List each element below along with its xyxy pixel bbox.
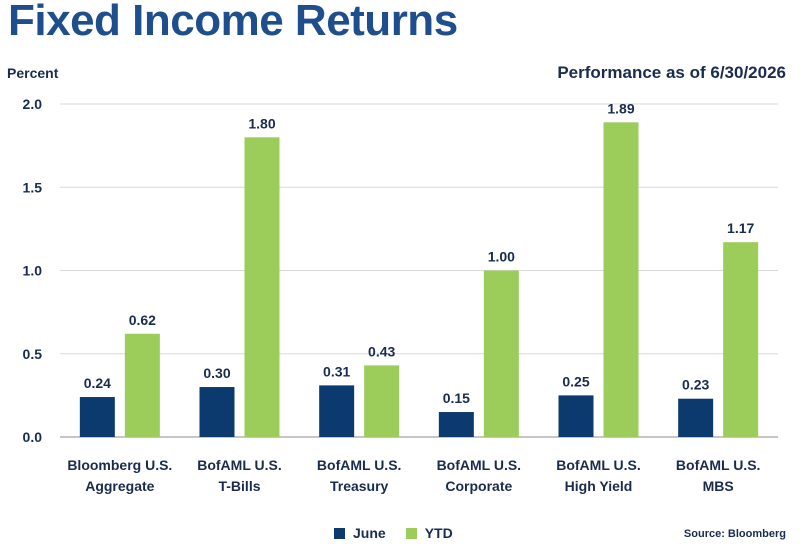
x-category-label: MBS [703, 478, 734, 494]
data-label: 1.17 [727, 220, 754, 236]
bar-june [438, 412, 474, 437]
source-note: Source: Bloomberg [683, 528, 786, 540]
legend: June YTD [334, 525, 453, 541]
data-label: 1.80 [248, 115, 275, 131]
x-category-label: Bloomberg U.S. [67, 457, 172, 473]
bar-ytd [723, 242, 759, 437]
y-axis-ticks: 0.0 0.5 1.0 1.5 2.0 [23, 96, 43, 445]
bar-june [319, 385, 355, 437]
legend-item-june: June [334, 525, 386, 541]
y-tick-label: 2.0 [23, 96, 43, 112]
bar-ytd [244, 137, 280, 438]
gridlines [60, 103, 778, 438]
y-tick-label: 0.0 [23, 429, 43, 445]
x-axis-categories: Bloomberg U.S. Aggregate BofAML U.S. T-Bill… [67, 457, 760, 494]
data-label: 0.43 [368, 343, 395, 359]
x-category-label: Aggregate [85, 478, 154, 494]
y-tick-label: 0.5 [23, 346, 43, 362]
x-category-label: BofAML U.S. [676, 457, 761, 473]
legend-swatch-june [334, 527, 345, 539]
data-label: 0.15 [443, 390, 470, 406]
bar-june [79, 397, 115, 437]
data-label: 0.31 [323, 363, 350, 379]
x-category-label: Treasury [330, 478, 389, 494]
x-category-label: T-Bills [218, 478, 260, 494]
x-category-label: BofAML U.S. [437, 457, 522, 473]
bar-june [199, 387, 235, 437]
legend-label-june: June [353, 525, 386, 541]
data-label: 1.89 [607, 100, 634, 116]
bar-ytd [483, 270, 519, 437]
legend-swatch-ytd [405, 527, 417, 539]
data-label: 0.24 [84, 375, 111, 391]
x-category-label: BofAML U.S. [317, 457, 402, 473]
y-axis-label: Percent [7, 65, 59, 81]
data-label: 0.25 [562, 373, 589, 389]
bars [79, 122, 759, 438]
data-label: 0.30 [203, 365, 230, 381]
data-label: 0.23 [682, 377, 709, 393]
bar-ytd [124, 333, 160, 437]
y-tick-label: 1.0 [23, 263, 43, 279]
chart-title: Fixed Income Returns [8, 0, 458, 45]
y-tick-label: 1.5 [23, 179, 43, 195]
x-category-label: Corporate [445, 478, 512, 494]
x-category-label: BofAML U.S. [556, 457, 641, 473]
bar-june [678, 398, 714, 437]
bar-june [558, 395, 594, 437]
data-label: 0.62 [129, 312, 156, 328]
x-category-label: High Yield [565, 478, 633, 494]
legend-item-ytd: YTD [405, 525, 453, 541]
chart-subtitle: Performance as of 6/30/2026 [557, 63, 786, 82]
bar-ytd [364, 365, 400, 437]
data-label: 1.00 [488, 249, 515, 265]
x-category-label: BofAML U.S. [197, 457, 282, 473]
legend-label-ytd: YTD [424, 525, 453, 541]
data-labels: 0.24 0.62 0.30 1.80 0.31 0.43 0.15 1.00 0.25 1.89… [84, 100, 755, 406]
bar-ytd [603, 122, 639, 437]
bar-chart: 0.0 0.5 1.0 1.5 2.0 0.24 0.62 0.30 1.80 0.31 0.43… [23, 96, 778, 494]
